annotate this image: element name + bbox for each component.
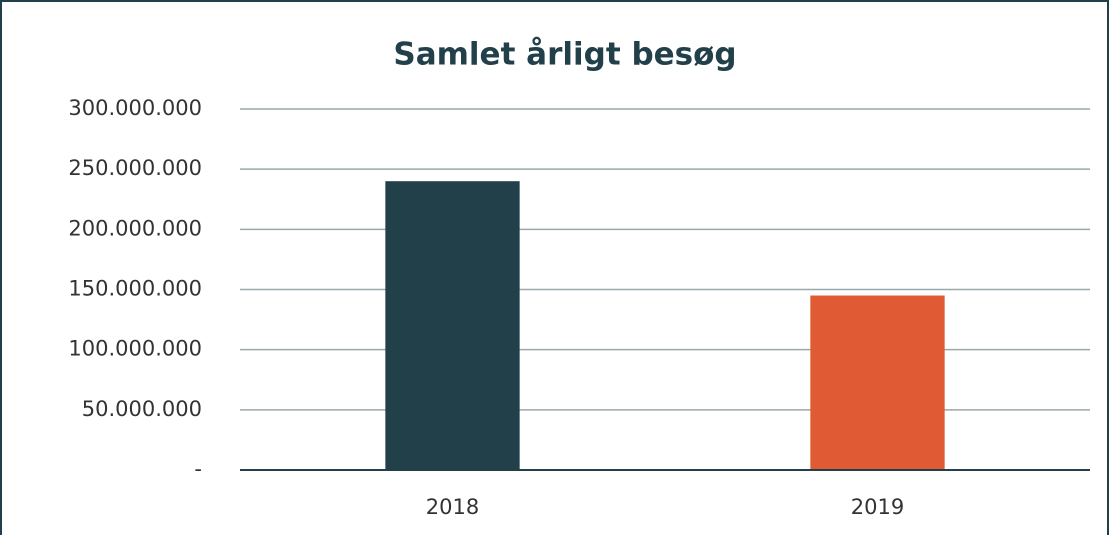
bar: [810, 295, 945, 470]
x-tick-label: 2019: [851, 495, 904, 519]
y-tick-label: 100.000.000: [68, 337, 202, 361]
chart-title: Samlet årligt besøg: [393, 37, 736, 73]
y-tick-label: -: [194, 457, 202, 481]
y-tick-label: 300.000.000: [68, 96, 202, 120]
y-tick-label: 150.000.000: [68, 277, 202, 301]
bar: [385, 181, 520, 470]
y-tick-label: 200.000.000: [68, 216, 202, 240]
y-tick-label: 50.000.000: [82, 397, 202, 421]
x-tick-label: 2018: [426, 495, 479, 519]
y-tick-label: 250.000.000: [68, 156, 202, 180]
